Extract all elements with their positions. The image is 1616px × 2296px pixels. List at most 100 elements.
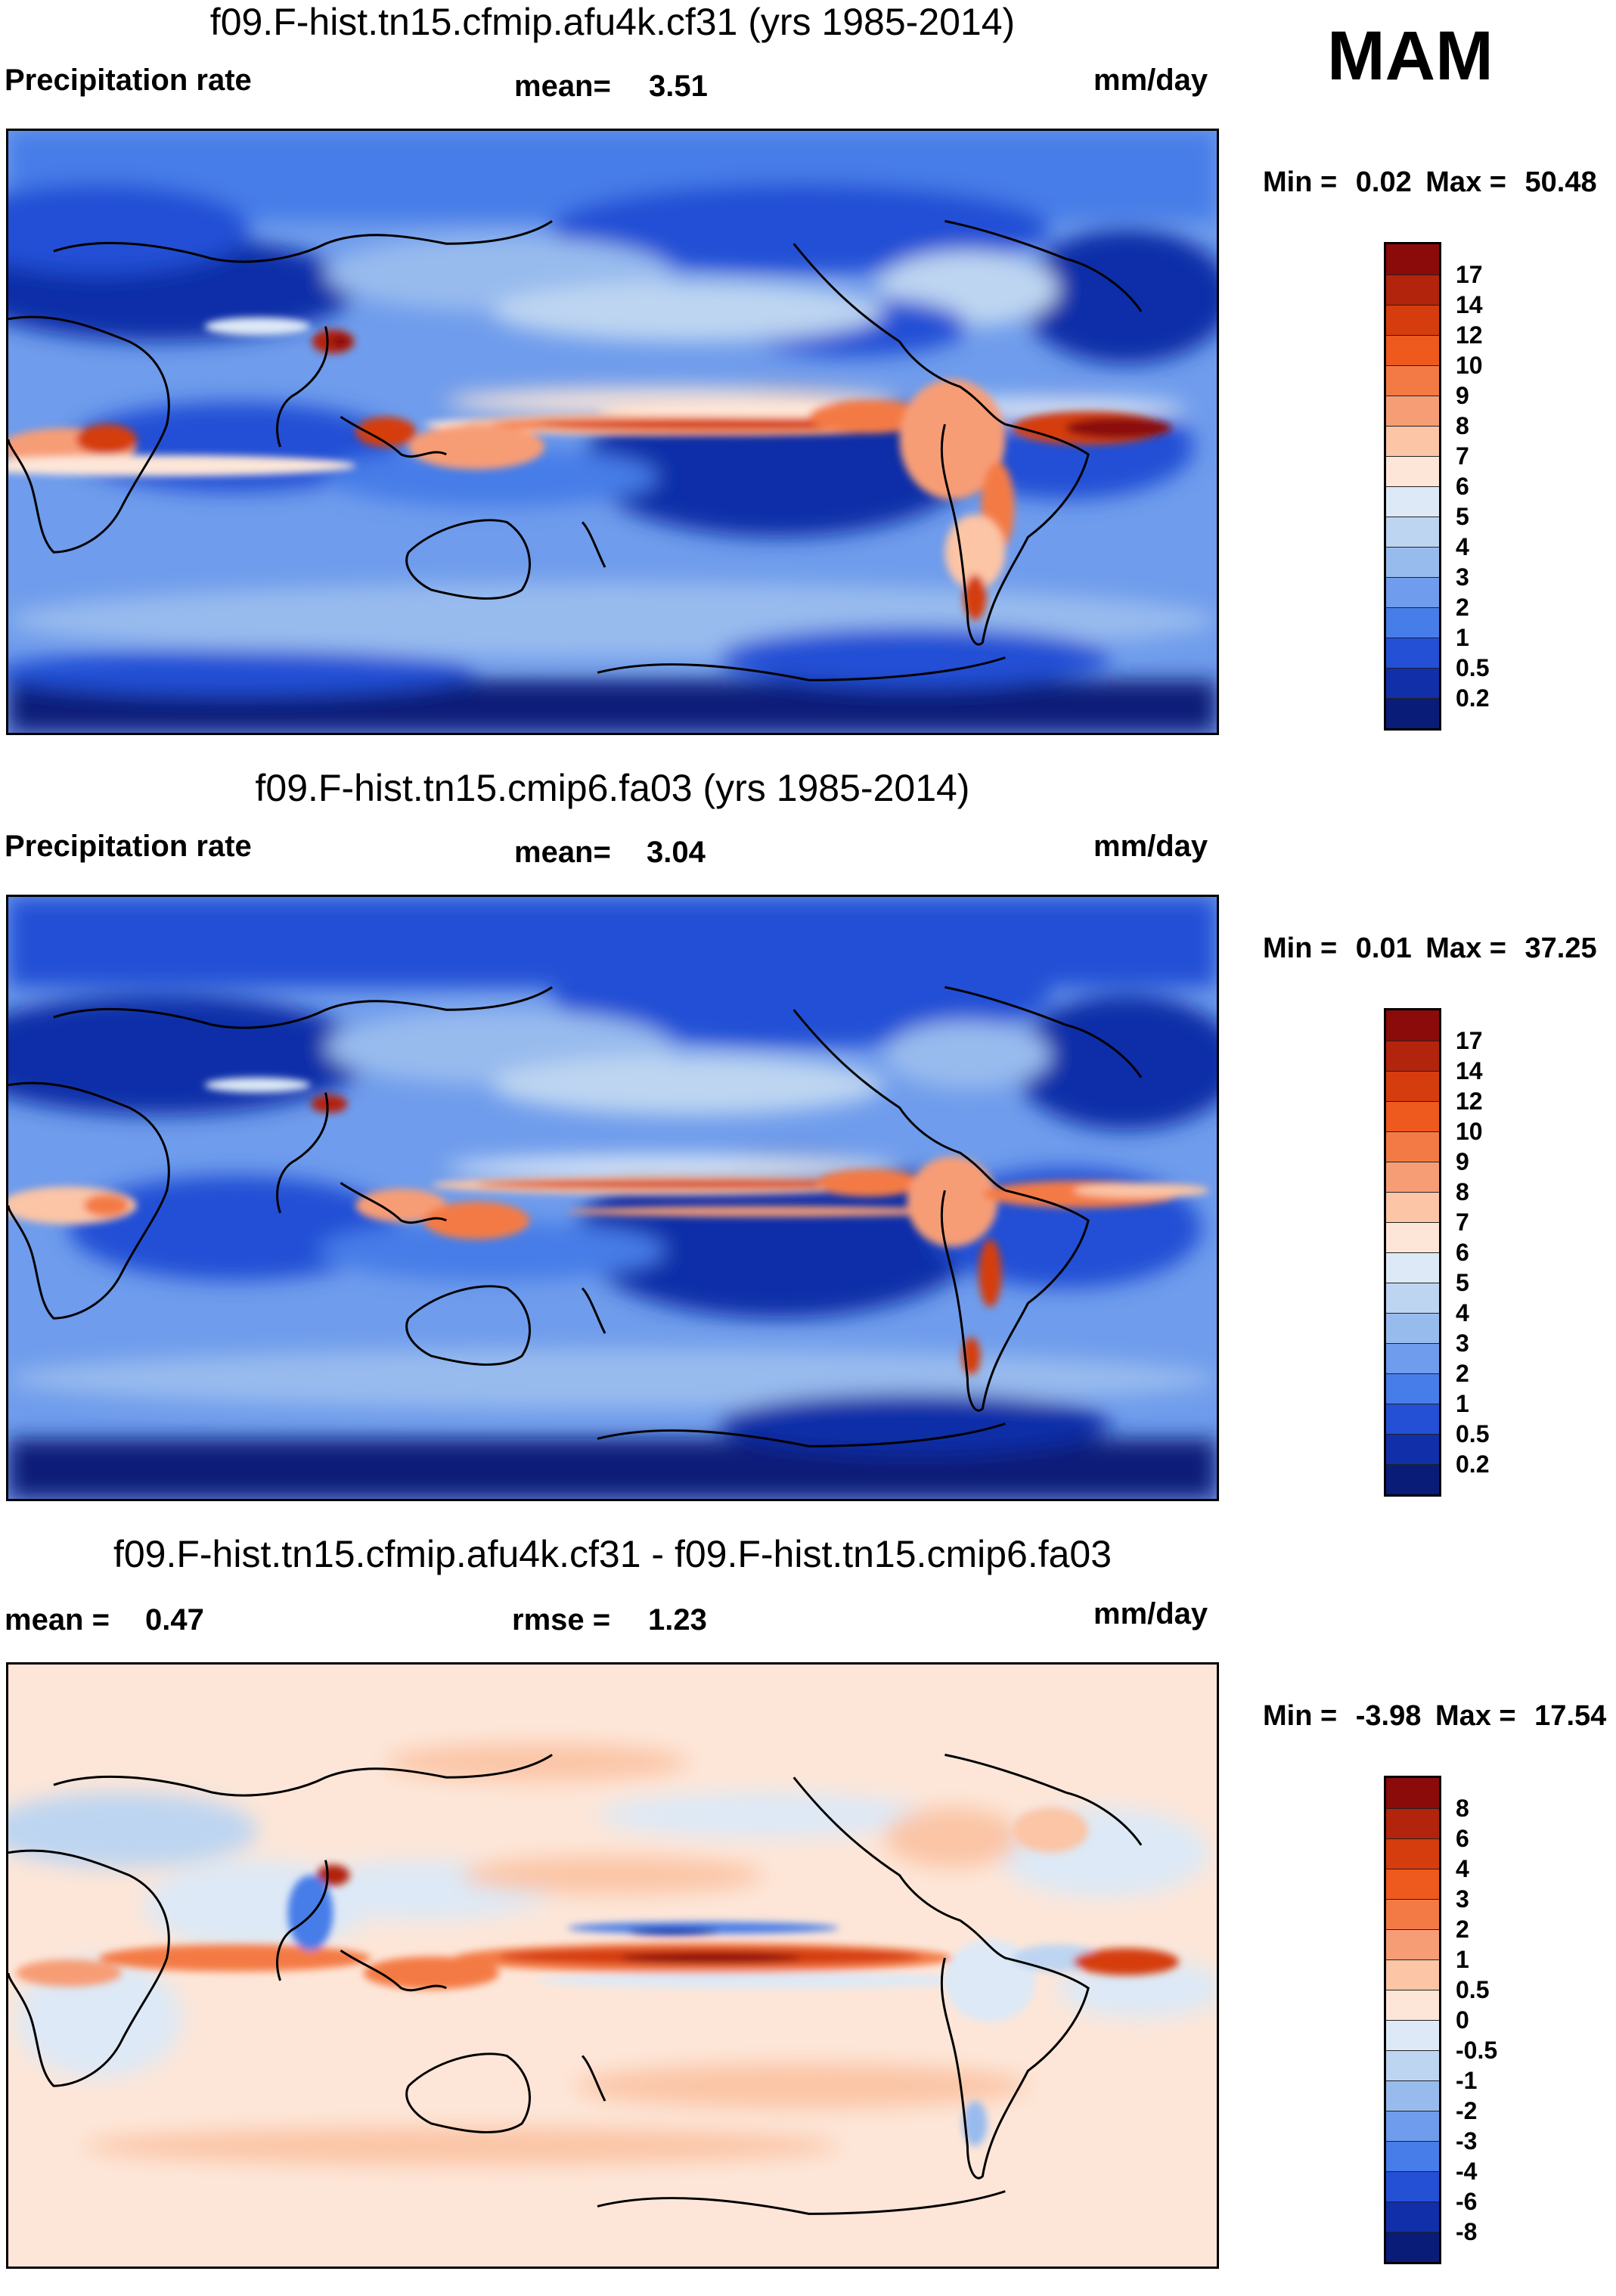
colorbar-tick-label: 7 — [1456, 442, 1469, 470]
colorbar-tick-label: 2 — [1456, 594, 1469, 621]
colorbar-tick-label: 0.2 — [1456, 1451, 1490, 1478]
colorbar-tick-label: 0.5 — [1456, 1420, 1490, 1447]
colorbar-tick-label: 6 — [1456, 473, 1469, 500]
max-value: 17.54 — [1534, 1700, 1607, 1732]
colorbar-cell — [1386, 1869, 1439, 1899]
colorbar-cell — [1386, 1434, 1439, 1464]
colorbar-tick-label: 0.2 — [1456, 684, 1490, 712]
colorbar-cell — [1386, 1252, 1439, 1283]
max-label: Max = — [1435, 1700, 1516, 1732]
colorbar-cell — [1386, 1283, 1439, 1313]
colorbar-cell — [1386, 1373, 1439, 1404]
colorbar-cell — [1386, 1071, 1439, 1101]
colorbar-cell — [1386, 1808, 1439, 1838]
min-max-readout: Min = 0.02 Max = 50.48 — [1263, 166, 1597, 199]
colorbar-cell — [1386, 638, 1439, 668]
mean-value: 0.47 — [145, 1603, 204, 1637]
colorbar — [1384, 1008, 1441, 1497]
colorbar-cell — [1386, 1131, 1439, 1162]
colorbar-cell — [1386, 2111, 1439, 2141]
max-label: Max = — [1425, 932, 1506, 964]
colorbar-tick-label: -8 — [1456, 2218, 1478, 2245]
precip-map-field — [8, 897, 1217, 1499]
colorbar-cell — [1386, 486, 1439, 517]
colorbar-tick-label: -2 — [1456, 2097, 1478, 2124]
colorbar-cell — [1386, 668, 1439, 698]
colorbar-tick-label: -1 — [1456, 2067, 1478, 2094]
panel-difference: f09.F-hist.tn15.cfmip.afu4k.cf31 - f09.F… — [0, 1532, 1616, 2296]
colorbar-cell — [1386, 1101, 1439, 1131]
panel-title: f09.F-hist.tn15.cfmip.afu4k.cf31 (yrs 19… — [209, 1, 1016, 43]
mean-value: 3.51 — [649, 70, 708, 103]
colorbar-cell — [1386, 244, 1439, 275]
colorbar-cell — [1386, 1464, 1439, 1494]
max-value: 50.48 — [1524, 166, 1597, 198]
colorbar-tick-label: 5 — [1456, 503, 1469, 530]
colorbar-cell — [1386, 1959, 1439, 1990]
variable-label: Precipitation rate — [5, 830, 252, 863]
colorbar-cell — [1386, 2080, 1439, 2111]
colorbar-cell — [1386, 1162, 1439, 1192]
colorbar-cell — [1386, 1010, 1439, 1041]
colorbar-cell — [1386, 1838, 1439, 1869]
colorbar-cell — [1386, 698, 1439, 728]
colorbar-cell — [1386, 275, 1439, 305]
colorbar-cell — [1386, 577, 1439, 607]
colorbar-cell — [1386, 2141, 1439, 2171]
mean-value: 3.04 — [647, 836, 706, 869]
colorbar-tick-label: 1 — [1456, 1390, 1469, 1417]
colorbar-tick-label: 0.5 — [1456, 654, 1490, 681]
colorbar-tick-label: 3 — [1456, 563, 1469, 591]
colorbar-tick-label: 0 — [1456, 2006, 1469, 2034]
colorbar-tick-label: 6 — [1456, 1239, 1469, 1266]
colorbar-cell — [1386, 1899, 1439, 1929]
colorbar-tick-label: 5 — [1456, 1269, 1469, 1296]
colorbar-cell — [1386, 396, 1439, 426]
min-value: -3.98 — [1355, 1700, 1422, 1732]
panel-title: f09.F-hist.tn15.cfmip.afu4k.cf31 - f09.F… — [113, 1533, 1112, 1575]
colorbar — [1384, 242, 1441, 731]
colorbar-tick-label: 10 — [1456, 1118, 1483, 1145]
min-value: 0.02 — [1355, 166, 1412, 198]
colorbar-tick-label: 8 — [1456, 1795, 1469, 1822]
min-max-readout: Min = 0.01 Max = 37.25 — [1263, 932, 1597, 965]
colorbar-tick-label: 1 — [1456, 624, 1469, 651]
units-label: mm/day — [1093, 1597, 1208, 1630]
colorbar-cell — [1386, 2050, 1439, 2080]
colorbar-tick-label: 14 — [1456, 1057, 1483, 1084]
colorbar-cell — [1386, 2232, 1439, 2262]
colorbar-tick-label: 1 — [1456, 1946, 1469, 1973]
colorbar-cell — [1386, 547, 1439, 577]
min-value: 0.01 — [1355, 932, 1412, 964]
precip-map-field — [8, 131, 1217, 733]
units-label: mm/day — [1093, 64, 1208, 97]
colorbar-tick-label: 2 — [1456, 1916, 1469, 1943]
colorbar-tick-label: 8 — [1456, 412, 1469, 439]
colorbar-cell — [1386, 1778, 1439, 1808]
colorbar-tick-label: 8 — [1456, 1178, 1469, 1205]
colorbar-tick-label: 4 — [1456, 533, 1469, 560]
colorbar-tick-label: -4 — [1456, 2158, 1478, 2185]
units-label: mm/day — [1093, 830, 1208, 863]
min-label: Min = — [1263, 932, 1338, 964]
colorbar-tick-label: 12 — [1456, 1087, 1483, 1115]
colorbar-cell — [1386, 426, 1439, 456]
colorbar-tick-label: 4 — [1456, 1299, 1469, 1326]
colorbar-cell — [1386, 607, 1439, 638]
min-max-readout: Min = -3.98 Max = 17.54 — [1263, 1700, 1606, 1733]
colorbar-tick-label: -0.5 — [1456, 2037, 1498, 2064]
colorbar-cell — [1386, 1041, 1439, 1071]
colorbar-cell — [1386, 517, 1439, 547]
panel-model-cf31: f09.F-hist.tn15.cfmip.afu4k.cf31 (yrs 19… — [0, 0, 1616, 764]
mean-label: mean= — [514, 836, 611, 869]
panel-model-fa03: f09.F-hist.tn15.cmip6.fa03 (yrs 1985-201… — [0, 766, 1616, 1530]
colorbar-cell — [1386, 1192, 1439, 1222]
colorbar-tick-label: -3 — [1456, 2127, 1478, 2155]
precip-map — [6, 895, 1219, 1501]
max-label: Max = — [1425, 166, 1506, 198]
colorbar-tick-label: 9 — [1456, 1148, 1469, 1175]
min-label: Min = — [1263, 1700, 1338, 1732]
colorbar-cell — [1386, 2020, 1439, 2050]
colorbar-tick-label: 4 — [1456, 1855, 1469, 1882]
colorbar-tick-label: 14 — [1456, 291, 1483, 318]
